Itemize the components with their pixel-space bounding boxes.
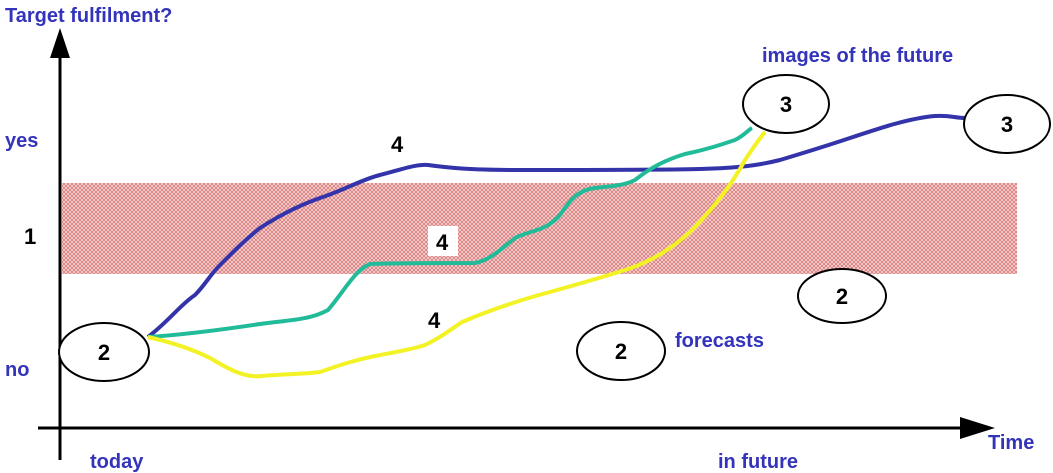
circle-start-label: 2 <box>98 340 110 365</box>
x-label-in-future: in future <box>718 451 798 473</box>
y-axis-title: Target fulfilment? <box>5 5 172 27</box>
circle-image-right-label: 3 <box>1001 112 1013 137</box>
x-axis-title: Time <box>988 432 1034 454</box>
y-label-no: no <box>5 359 29 381</box>
annotation-forecasts: forecasts <box>675 330 764 352</box>
circle-forecast-mid-label: 2 <box>836 284 848 309</box>
annotation-images-of-future: images of the future <box>762 45 953 67</box>
y-axis-arrow <box>50 28 70 58</box>
blue-path-label: 4 <box>391 132 404 157</box>
y-label-band: 1 <box>24 224 36 249</box>
circle-forecast-low-label: 2 <box>615 339 627 364</box>
y-label-yes: yes <box>5 130 38 152</box>
yellow-path-label: 4 <box>428 308 441 333</box>
green-path-label: 4 <box>436 230 449 255</box>
circle-image-upper-label: 3 <box>780 92 792 117</box>
x-label-today: today <box>90 451 144 473</box>
